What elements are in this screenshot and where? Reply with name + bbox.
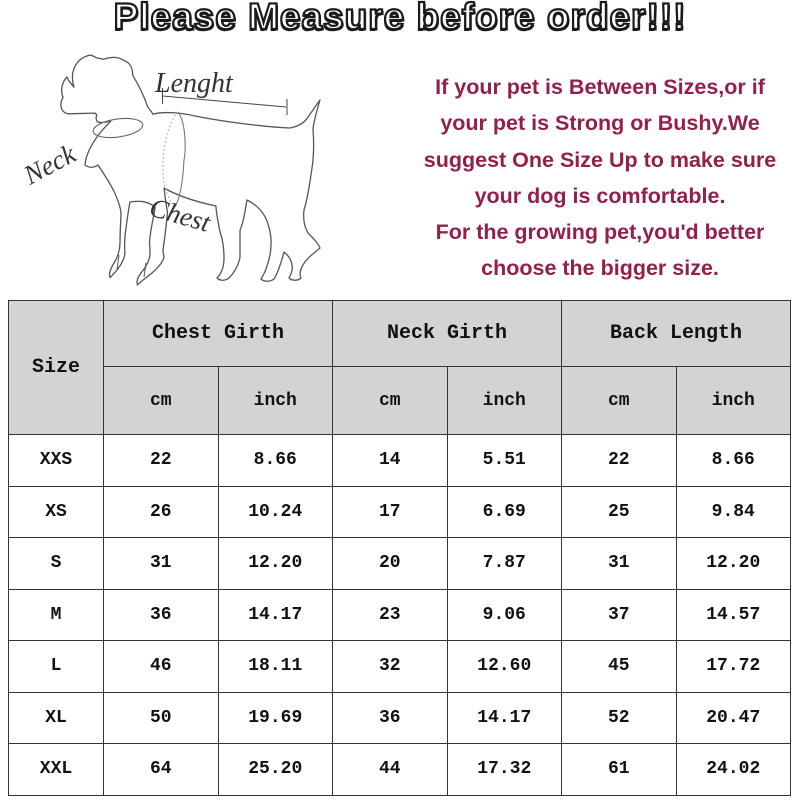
svg-text:Lenght: Lenght [154, 68, 234, 99]
svg-text:Neck: Neck [18, 138, 82, 191]
svg-text:Chest: Chest [146, 192, 215, 238]
